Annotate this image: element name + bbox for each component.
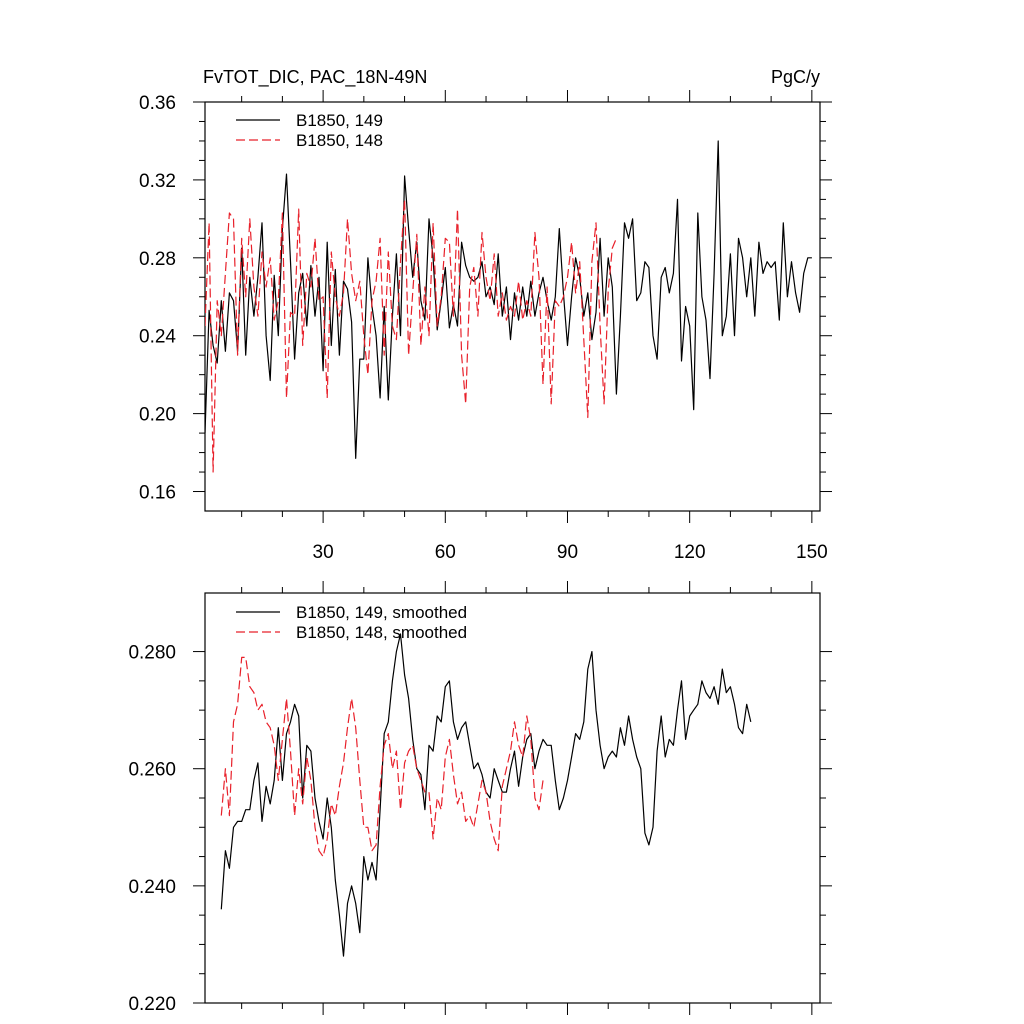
series-line-dashed — [220, 656, 544, 858]
series-line-dashed — [205, 198, 617, 473]
y-tick-label: 0.240 — [128, 877, 176, 898]
chart-title: FvTOT_DIC, PAC_18N-49N — [203, 67, 427, 88]
plot-frame — [204, 592, 821, 1004]
y-tick-label: 0.28 — [139, 249, 176, 270]
legend-label: B1850, 149, smoothed — [296, 603, 467, 622]
units-label: PgC/y — [771, 67, 820, 87]
bottom-panel: 0.220 0.240 0.260 0.280 B1850, 149, smoothed… — [128, 581, 832, 1015]
y-tick-label: 0.24 — [139, 327, 176, 348]
series-line-solid — [205, 140, 812, 459]
plot-frame — [204, 101, 821, 512]
y-tick-label: 0.20 — [139, 405, 176, 426]
y-tick-label: 0.36 — [139, 93, 176, 114]
legend-label: B1850, 148, smoothed — [296, 623, 467, 642]
x-tick-label: 150 — [796, 542, 828, 563]
series-line-solid — [220, 633, 752, 957]
x-tick-label: 120 — [674, 542, 706, 563]
y-tick-label: 0.220 — [128, 994, 176, 1015]
y-tick-label: 0.16 — [139, 483, 176, 504]
x-tick-label: 60 — [435, 542, 456, 563]
y-tick-label: 0.32 — [139, 171, 176, 192]
top-panel: 30 60 90 120 150 0.16 0.20 0.24 0.28 0.32 0.36 B185… — [139, 90, 832, 563]
legend-label: B1850, 148 — [296, 131, 383, 150]
x-tick-label: 90 — [557, 542, 578, 563]
x-tick-label: 30 — [313, 542, 334, 563]
y-tick-label: 0.260 — [128, 760, 176, 781]
legend-label: B1850, 149 — [296, 111, 383, 130]
y-tick-label: 0.280 — [128, 643, 176, 664]
